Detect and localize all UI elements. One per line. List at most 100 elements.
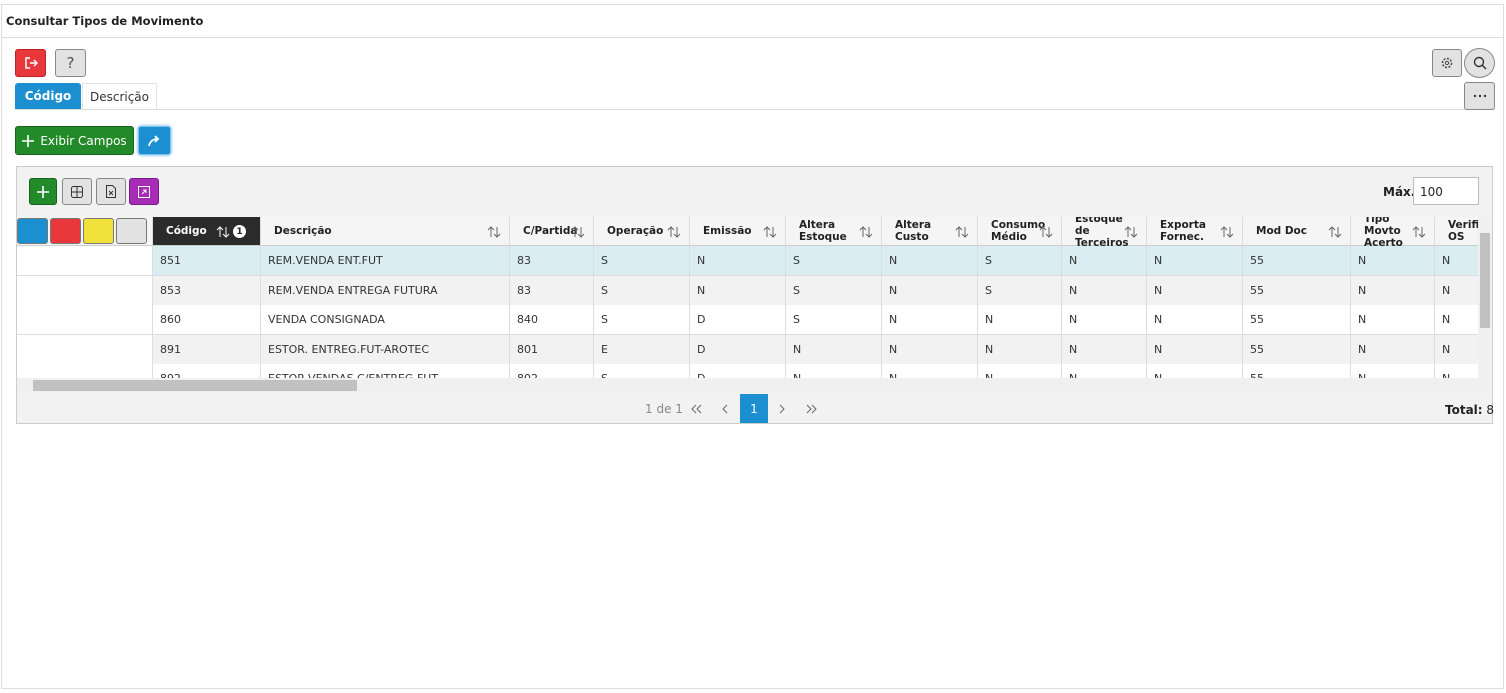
table-cell: D [690, 305, 786, 335]
table-cell: 55 [1243, 334, 1351, 365]
table-cell: N [1435, 334, 1478, 365]
exit-icon [24, 57, 38, 69]
table-cell: N [1351, 246, 1435, 276]
column-header: Mod Doc [1243, 217, 1351, 246]
dots-icon [1473, 94, 1486, 98]
table-cell: N [882, 275, 978, 306]
column-header: Emissão [690, 217, 786, 246]
columns-button[interactable] [62, 178, 92, 205]
table-cell: N [882, 364, 978, 378]
show-fields-button[interactable]: Exibir Campos [15, 126, 134, 155]
table-cell: N [1435, 275, 1478, 306]
max-input[interactable]: 100 [1413, 177, 1479, 205]
table-cell: N [1147, 246, 1243, 276]
table-cell: S [978, 275, 1062, 306]
add-button[interactable] [29, 178, 57, 205]
table-cell: 851 [153, 246, 261, 276]
plus-icon [37, 185, 49, 198]
edit-button[interactable] [83, 218, 114, 244]
tab-active[interactable]: Código [15, 83, 81, 109]
table-cell: N [1435, 246, 1478, 276]
sort-icon[interactable] [487, 226, 501, 238]
total-value: 8 [1486, 403, 1495, 417]
table-cell: 83 [510, 275, 594, 306]
table-cell: N [1351, 275, 1435, 306]
table-cell: N [786, 364, 882, 378]
sort-icon[interactable] [763, 226, 777, 238]
pager-prev[interactable] [690, 403, 760, 415]
table-cell: S [594, 364, 690, 378]
table-cell: N [1147, 305, 1243, 335]
excel-button[interactable] [96, 178, 126, 205]
table-cell: S [594, 246, 690, 276]
sort-icon[interactable] [1124, 226, 1138, 238]
table-cell: D [690, 334, 786, 365]
max-label: Máx. [1383, 185, 1416, 199]
file-icon [106, 185, 116, 198]
exit-button[interactable] [15, 49, 46, 77]
help-button[interactable]: ? [55, 49, 86, 77]
table-cell: N [1435, 305, 1478, 335]
table-cell: N [882, 246, 978, 276]
data-table: Código 1 Descrição C/Partida Operação Emissão… [17, 217, 1478, 378]
divider [2, 37, 1503, 38]
sort-icon[interactable] [1328, 226, 1342, 238]
table-cell: N [1062, 305, 1147, 335]
grid-icon [71, 185, 83, 198]
h-scroll-thumb[interactable] [33, 380, 357, 391]
table-cell: N [1062, 334, 1147, 365]
sort-icon[interactable] [1220, 226, 1234, 238]
gear-icon [1441, 57, 1453, 69]
page-current[interactable]: 1 [740, 394, 768, 423]
h-scrollbar[interactable] [17, 378, 1492, 393]
table-cell: N [1147, 275, 1243, 306]
table-cell: REM.VENDA ENT.FUT [261, 246, 510, 276]
view-button[interactable] [116, 218, 147, 244]
table-cell: S [786, 246, 882, 276]
sort-icon[interactable] [859, 226, 873, 238]
sort-icon[interactable] [1039, 226, 1053, 238]
sort-icon[interactable] [1412, 226, 1426, 238]
table-cell: 801 [510, 334, 594, 365]
search-button[interactable] [1464, 48, 1495, 78]
pager-next[interactable] [778, 403, 823, 415]
tab[interactable]: Descrição [82, 83, 157, 109]
sort-icon[interactable] [667, 226, 681, 238]
table-cell: N [1062, 275, 1147, 306]
table-cell: 55 [1243, 305, 1351, 335]
table-cell: N [882, 334, 978, 365]
action-cell [17, 334, 153, 365]
column-header: Operação [594, 217, 690, 246]
delete-button[interactable] [50, 218, 81, 244]
table-cell: S [594, 305, 690, 335]
table-cell: 83 [510, 246, 594, 276]
table-cell: N [1062, 246, 1147, 276]
total: Total: 8 [1445, 403, 1494, 417]
column-header: Altera Estoque [786, 217, 882, 246]
table-cell: N [1147, 334, 1243, 365]
table-cell: S [786, 305, 882, 335]
action-cell [17, 246, 153, 276]
settings-button[interactable] [1432, 49, 1462, 77]
sort-icon[interactable] [571, 226, 585, 238]
copy-button[interactable] [17, 218, 48, 244]
sort-icon[interactable] [955, 226, 969, 238]
table-cell: N [882, 305, 978, 335]
expand-button[interactable] [129, 178, 159, 205]
table-cell: 55 [1243, 246, 1351, 276]
v-scroll-thumb[interactable] [1480, 233, 1490, 328]
table-cell: 860 [153, 305, 261, 335]
more-button[interactable] [1464, 82, 1495, 110]
action-cell [17, 364, 153, 378]
share-button[interactable] [138, 126, 171, 155]
table-cell: 55 [1243, 275, 1351, 306]
action-cell [17, 305, 153, 335]
column-header: Verifica OS [1435, 217, 1478, 246]
column-header: Estoque de Terceiros [1062, 217, 1147, 249]
column-header: Altera Custo [882, 217, 978, 246]
table-cell: N [1062, 364, 1147, 378]
sort-icon[interactable] [216, 226, 230, 238]
v-scrollbar[interactable] [1478, 217, 1492, 378]
table-cell: N [1351, 305, 1435, 335]
